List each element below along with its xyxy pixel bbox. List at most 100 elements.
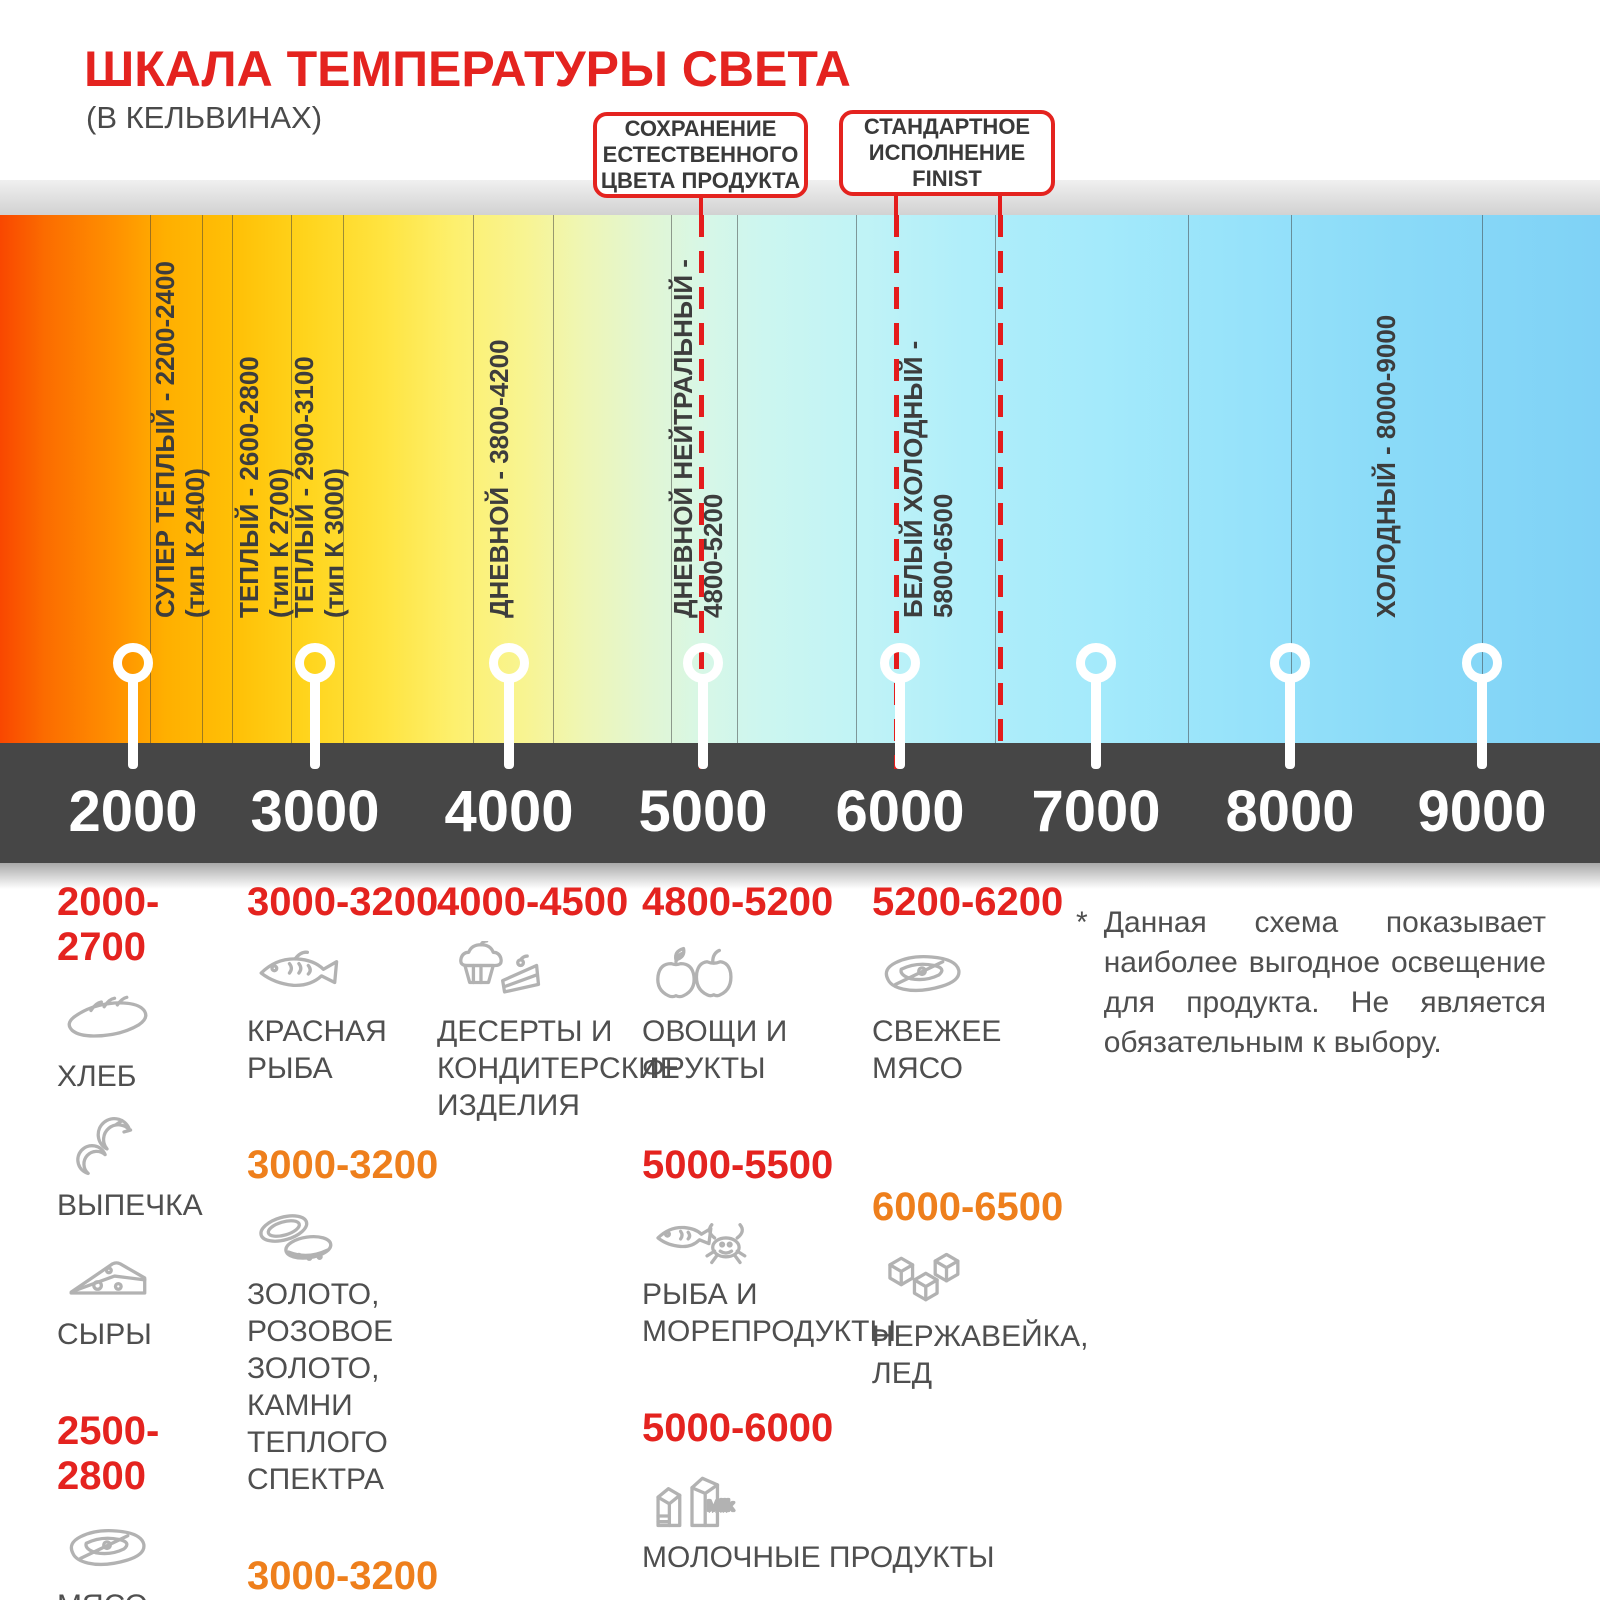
legend-group: 5000-5500 РЫБА И МОРЕПРОДУКТЫ [642, 1143, 896, 1370]
gridline [1291, 215, 1292, 743]
bottom-shadow-strip [0, 863, 1600, 889]
callout-finist-standard: СТАНДАРТНОЕ ИСПОЛНЕНИЕ FINIST [839, 110, 1055, 196]
callout-stem-6000 [894, 196, 898, 216]
axis-bar [0, 743, 1600, 863]
gold-rings-icon [247, 1204, 347, 1270]
legend-column-3: 4000-4500 ДЕСЕРТЫ И КОНДИТЕРСКИЕ ИЗДЕЛИЯ [437, 880, 680, 1180]
band-label-warm-2700: ТЕПЛЫЙ - 2600-2800 (тип К 2700) [234, 356, 294, 618]
legend-column-5: 5200-6200 СВЕЖЕЕ МЯСО 6000-6500 НЕРЖАВЕЙ… [872, 880, 1089, 1448]
legend-item: КРАСНАЯ РЫБА [247, 941, 492, 1087]
legend-group: 4000-4500 ДЕСЕРТЫ И КОНДИТЕРСКИЕ ИЗДЕЛИЯ [437, 880, 680, 1144]
legend-group: 2000-2700 ХЛЕБ ВЫПЕЧКА СЫРЫ [57, 880, 242, 1373]
axis-tick-6000: 6000 [835, 779, 965, 844]
seafood-icon [642, 1204, 757, 1270]
legend-item: ЗАМОРОЖЕННЫЕ ПОЛУФАБРИКАТЫ [642, 1596, 872, 1600]
range-heading: 3000-3200 [247, 1554, 439, 1598]
red-fish-icon [247, 941, 347, 1007]
item-label: СВЕЖЕЕ МЯСО [872, 1015, 1002, 1085]
band-label-white-cold: БЕЛЫЙ ХОЛОДНЫЙ -5800-6500 [898, 340, 958, 618]
legend-item: ДЕСЕРТЫ И КОНДИТЕРСКИЕ ИЗДЕЛИЯ [437, 941, 680, 1124]
range-heading: 3000-3200 [247, 1143, 439, 1187]
band-label-daylight-neutral: ДНЕВНОЙ НЕЙТРАЛЬНЫЙ -4800-5200 [668, 259, 728, 618]
range-heading: 6000-6500 [872, 1185, 1064, 1229]
band-label-daylight: ДНЕВНОЙ - 3800-4200 [484, 339, 514, 618]
page-title: ШКАЛА ТЕМПЕРАТУРЫ СВЕТА [84, 41, 851, 97]
gridline [737, 215, 738, 743]
range-heading: 2500-2800 [57, 1409, 160, 1498]
gridline [473, 215, 474, 743]
callout-line: FINIST [912, 166, 982, 191]
item-label: ВЫПЕЧКА [57, 1189, 203, 1222]
item-label: СЫРЫ [57, 1318, 152, 1351]
range-heading: 3000-3200 [247, 880, 439, 924]
legend-item: ЗОЛОТО, РОЗОВОЕ ЗОЛОТО, КАМНИ ТЕПЛОГО СП… [247, 1204, 492, 1498]
item-label: КРАСНАЯ РЫБА [247, 1015, 387, 1085]
axis-tick-8000: 8000 [1225, 779, 1355, 844]
temperature-gradient-band [0, 215, 1600, 743]
callout-line: ЦВЕТА ПРОДУКТА [600, 168, 801, 193]
legend-item: РЫБА И МОРЕПРОДУКТЫ [642, 1204, 896, 1350]
legend-column-4: 4800-5200 ОВОЩИ И ФРУКТЫ 5000-5500 РЫБА … [642, 880, 995, 1600]
axis-tick-9000: 9000 [1417, 779, 1547, 844]
dairy-icon: Milk [642, 1467, 742, 1533]
item-label: МЯСО [57, 1587, 242, 1600]
page-subtitle: (В КЕЛЬВИНАХ) [86, 100, 323, 135]
legend-group: 3000-3200 ЗОЛОТО, РОЗОВОЕ ЗОЛОТО, КАМНИ … [247, 1143, 492, 1518]
legend-item: Milk МОЛОЧНЫЕ ПРОДУКТЫ [642, 1467, 995, 1576]
legend-group: 5000-6000 Milk МОЛОЧНЫЕ ПРОДУКТЫ ЗАМОРОЖ… [642, 1406, 995, 1600]
item-label: ДЕСЕРТЫ И КОНДИТЕРСКИЕ ИЗДЕЛИЯ [437, 1015, 680, 1122]
legend-group: 6000-6500 НЕРЖАВЕЙКА, ЛЕД [872, 1185, 1089, 1412]
axis-tick-5000: 5000 [638, 779, 768, 844]
range-heading: 4000-4500 [437, 880, 629, 924]
gridline [1482, 215, 1483, 743]
axis-tick-3000: 3000 [250, 779, 380, 844]
callout-line: ЕСТЕСТВЕННОГО [602, 142, 799, 167]
cheese-icon [57, 1244, 157, 1310]
item-label: ЗОЛОТО, РОЗОВОЕ ЗОЛОТО, КАМНИ ТЕПЛОГО СП… [247, 1278, 394, 1496]
legend-group: 2500-2800 МЯСО [57, 1409, 242, 1600]
meat-icon [57, 1515, 157, 1581]
item-label: МОЛОЧНЫЕ ПРОДУКТЫ [642, 1541, 995, 1574]
callout-line: ИСПОЛНЕНИЕ [868, 140, 1026, 165]
footnote-text: Данная схема показывает наиболее выгодно… [1103, 906, 1546, 1059]
dashed-line-6000 [894, 215, 899, 769]
band-label-cold: ХОЛОДНЫЙ - 8000-9000 [1371, 314, 1401, 618]
legend-item: НЕРЖАВЕЙКА, ЛЕД [872, 1246, 1089, 1392]
footnote: * Данная схема показывает наиболее выгод… [1076, 903, 1546, 1063]
gridline [1188, 215, 1189, 743]
legend-item: МЯСО [57, 1515, 242, 1600]
range-heading: 5200-6200 [872, 880, 1064, 924]
dashed-line-5000 [699, 215, 704, 769]
desserts-icon [437, 941, 557, 1007]
vegetables-fruit-icon [642, 941, 742, 1007]
item-label: ОВОЩИ И ФРУКТЫ [642, 1015, 788, 1085]
gridline [202, 215, 203, 743]
range-heading: 4800-5200 [642, 880, 834, 924]
dashed-line-6500 [998, 215, 1003, 743]
item-label: ХЛЕБ [57, 1060, 137, 1093]
fresh-meat-icon [872, 941, 972, 1007]
legend-group: 3000-3200 КРАСНАЯ РЫБА [247, 880, 492, 1107]
range-heading: 5000-6000 [642, 1406, 834, 1450]
legend-item: ХЛЕБ [57, 986, 242, 1095]
callout-stem-6500 [998, 196, 1002, 216]
gridline [553, 215, 554, 743]
legend-item: СВЕЖЕЕ МЯСО [872, 941, 1067, 1087]
axis-tick-4000: 4000 [444, 779, 574, 844]
legend-column-2: 3000-3200 КРАСНАЯ РЫБА 3000-3200 ЗОЛОТО,… [247, 880, 492, 1600]
gridline [232, 215, 233, 743]
legend-group: 4800-5200 ОВОЩИ И ФРУКТЫ [642, 880, 872, 1107]
legend-group: 5200-6200 СВЕЖЕЕ МЯСО [872, 880, 1067, 1107]
milk-label: Milk [708, 1504, 728, 1516]
gridline [291, 215, 292, 743]
gridline [150, 215, 151, 743]
range-heading: 5000-5500 [642, 1143, 834, 1187]
frozen-food-icon [642, 1596, 757, 1600]
axis-tick-2000: 2000 [68, 779, 198, 844]
pastry-icon [57, 1115, 157, 1181]
callout-line: СТАНДАРТНОЕ [863, 114, 1031, 139]
legend-group: 3000-3200 СЕРЕБРО И БРИЛЛИАНТЫ [247, 1554, 492, 1600]
item-label: НЕРЖАВЕЙКА, ЛЕД [872, 1320, 1089, 1390]
axis-tick-7000: 7000 [1031, 779, 1161, 844]
